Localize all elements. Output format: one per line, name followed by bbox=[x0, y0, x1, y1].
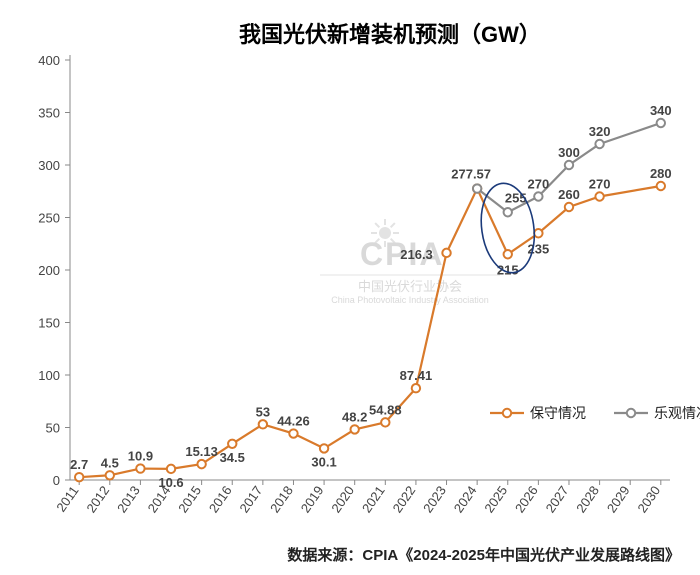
marker-conservative bbox=[534, 229, 542, 237]
x-tick-label: 2024 bbox=[451, 483, 480, 515]
marker-conservative bbox=[350, 425, 358, 433]
chart-title: 我国光伏新增装机预测（GW） bbox=[239, 22, 541, 47]
marker-optimistic bbox=[657, 119, 665, 127]
marker-conservative bbox=[565, 203, 573, 211]
y-tick-label: 400 bbox=[38, 53, 60, 68]
data-source: 数据来源：CPIA《2024-2025年中国光伏产业发展路线图》 bbox=[287, 546, 680, 564]
value-label-conservative: 215 bbox=[497, 262, 519, 277]
svg-text:中国光伏行业协会: 中国光伏行业协会 bbox=[358, 279, 462, 294]
legend-item-conservative: 保守情况 bbox=[490, 405, 586, 421]
value-label-conservative: 277.57 bbox=[451, 167, 491, 182]
y-tick-label: 350 bbox=[38, 106, 60, 121]
legend-label: 乐观情况 bbox=[654, 405, 700, 421]
marker-conservative bbox=[259, 420, 267, 428]
value-label-conservative: 30.1 bbox=[311, 454, 336, 469]
x-tick-label: 2017 bbox=[236, 483, 265, 515]
marker-conservative bbox=[381, 418, 389, 426]
marker-optimistic bbox=[565, 161, 573, 169]
y-tick-label: 200 bbox=[38, 263, 60, 278]
value-label-conservative: 34.5 bbox=[220, 450, 245, 465]
chart-container: CPIA中国光伏行业协会China Photovoltaic Industry … bbox=[0, 0, 700, 575]
marker-optimistic bbox=[473, 184, 481, 192]
marker-conservative bbox=[197, 460, 205, 468]
x-tick-label: 2013 bbox=[114, 483, 143, 515]
y-tick-label: 0 bbox=[53, 473, 60, 488]
value-label-conservative: 44.26 bbox=[277, 414, 310, 429]
x-tick-label: 2016 bbox=[206, 483, 235, 515]
marker-conservative bbox=[106, 471, 114, 479]
x-tick-label: 2018 bbox=[267, 483, 296, 515]
marker-conservative bbox=[657, 182, 665, 190]
value-label-conservative: 53 bbox=[256, 404, 270, 419]
value-label-conservative: 270 bbox=[589, 177, 611, 192]
marker-conservative bbox=[136, 464, 144, 472]
x-tick-label: 2029 bbox=[604, 483, 633, 515]
marker-conservative bbox=[167, 465, 175, 473]
x-tick-label: 2019 bbox=[298, 483, 327, 515]
marker-conservative bbox=[75, 473, 83, 481]
value-label-conservative: 10.9 bbox=[128, 449, 153, 464]
marker-conservative bbox=[412, 384, 420, 392]
x-tick-label: 2012 bbox=[83, 483, 112, 515]
x-tick-label: 2028 bbox=[573, 483, 602, 515]
x-tick-label: 2020 bbox=[328, 483, 357, 515]
value-label-conservative: 10.6 bbox=[158, 475, 183, 490]
value-label-conservative: 87.41 bbox=[400, 368, 433, 383]
x-tick-label: 2025 bbox=[481, 483, 510, 515]
value-label-conservative: 216.3 bbox=[400, 247, 433, 262]
x-tick-label: 2026 bbox=[512, 483, 541, 515]
chart-svg: CPIA中国光伏行业协会China Photovoltaic Industry … bbox=[0, 0, 700, 575]
marker-optimistic bbox=[504, 208, 512, 216]
x-tick-label: 2021 bbox=[359, 483, 388, 515]
value-label-conservative: 48.2 bbox=[342, 409, 367, 424]
x-tick-label: 2022 bbox=[389, 483, 418, 515]
svg-text:China Photovoltaic Industry As: China Photovoltaic Industry Association bbox=[331, 295, 489, 305]
x-tick-label: 2027 bbox=[543, 483, 572, 515]
value-label-optimistic: 320 bbox=[589, 124, 611, 139]
marker-optimistic bbox=[595, 140, 603, 148]
y-tick-label: 300 bbox=[38, 158, 60, 173]
value-label-conservative: 2.7 bbox=[70, 457, 88, 472]
value-label-conservative: 280 bbox=[650, 166, 672, 181]
value-label-conservative: 54.88 bbox=[369, 402, 402, 417]
legend-label: 保守情况 bbox=[530, 405, 586, 421]
x-tick-label: 2030 bbox=[634, 483, 663, 515]
y-tick-label: 150 bbox=[38, 316, 60, 331]
value-label-optimistic: 340 bbox=[650, 103, 672, 118]
marker-conservative bbox=[595, 192, 603, 200]
value-label-optimistic: 300 bbox=[558, 145, 580, 160]
y-tick-label: 250 bbox=[38, 211, 60, 226]
watermark: CPIA中国光伏行业协会China Photovoltaic Industry … bbox=[320, 219, 500, 305]
value-label-conservative: 4.5 bbox=[101, 455, 119, 470]
marker-conservative bbox=[320, 444, 328, 452]
value-label-conservative: 260 bbox=[558, 187, 580, 202]
marker-conservative bbox=[289, 429, 297, 437]
series-line-conservative bbox=[79, 186, 661, 477]
x-tick-label: 2023 bbox=[420, 483, 449, 515]
marker-optimistic bbox=[534, 192, 542, 200]
value-label-conservative: 15.13 bbox=[185, 444, 218, 459]
marker-conservative bbox=[442, 249, 450, 257]
marker-conservative bbox=[504, 250, 512, 258]
value-label-optimistic: 270 bbox=[528, 177, 550, 192]
marker-conservative bbox=[228, 440, 236, 448]
y-tick-label: 100 bbox=[38, 368, 60, 383]
legend-item-optimistic: 乐观情况 bbox=[614, 405, 700, 421]
y-tick-label: 50 bbox=[46, 421, 60, 436]
